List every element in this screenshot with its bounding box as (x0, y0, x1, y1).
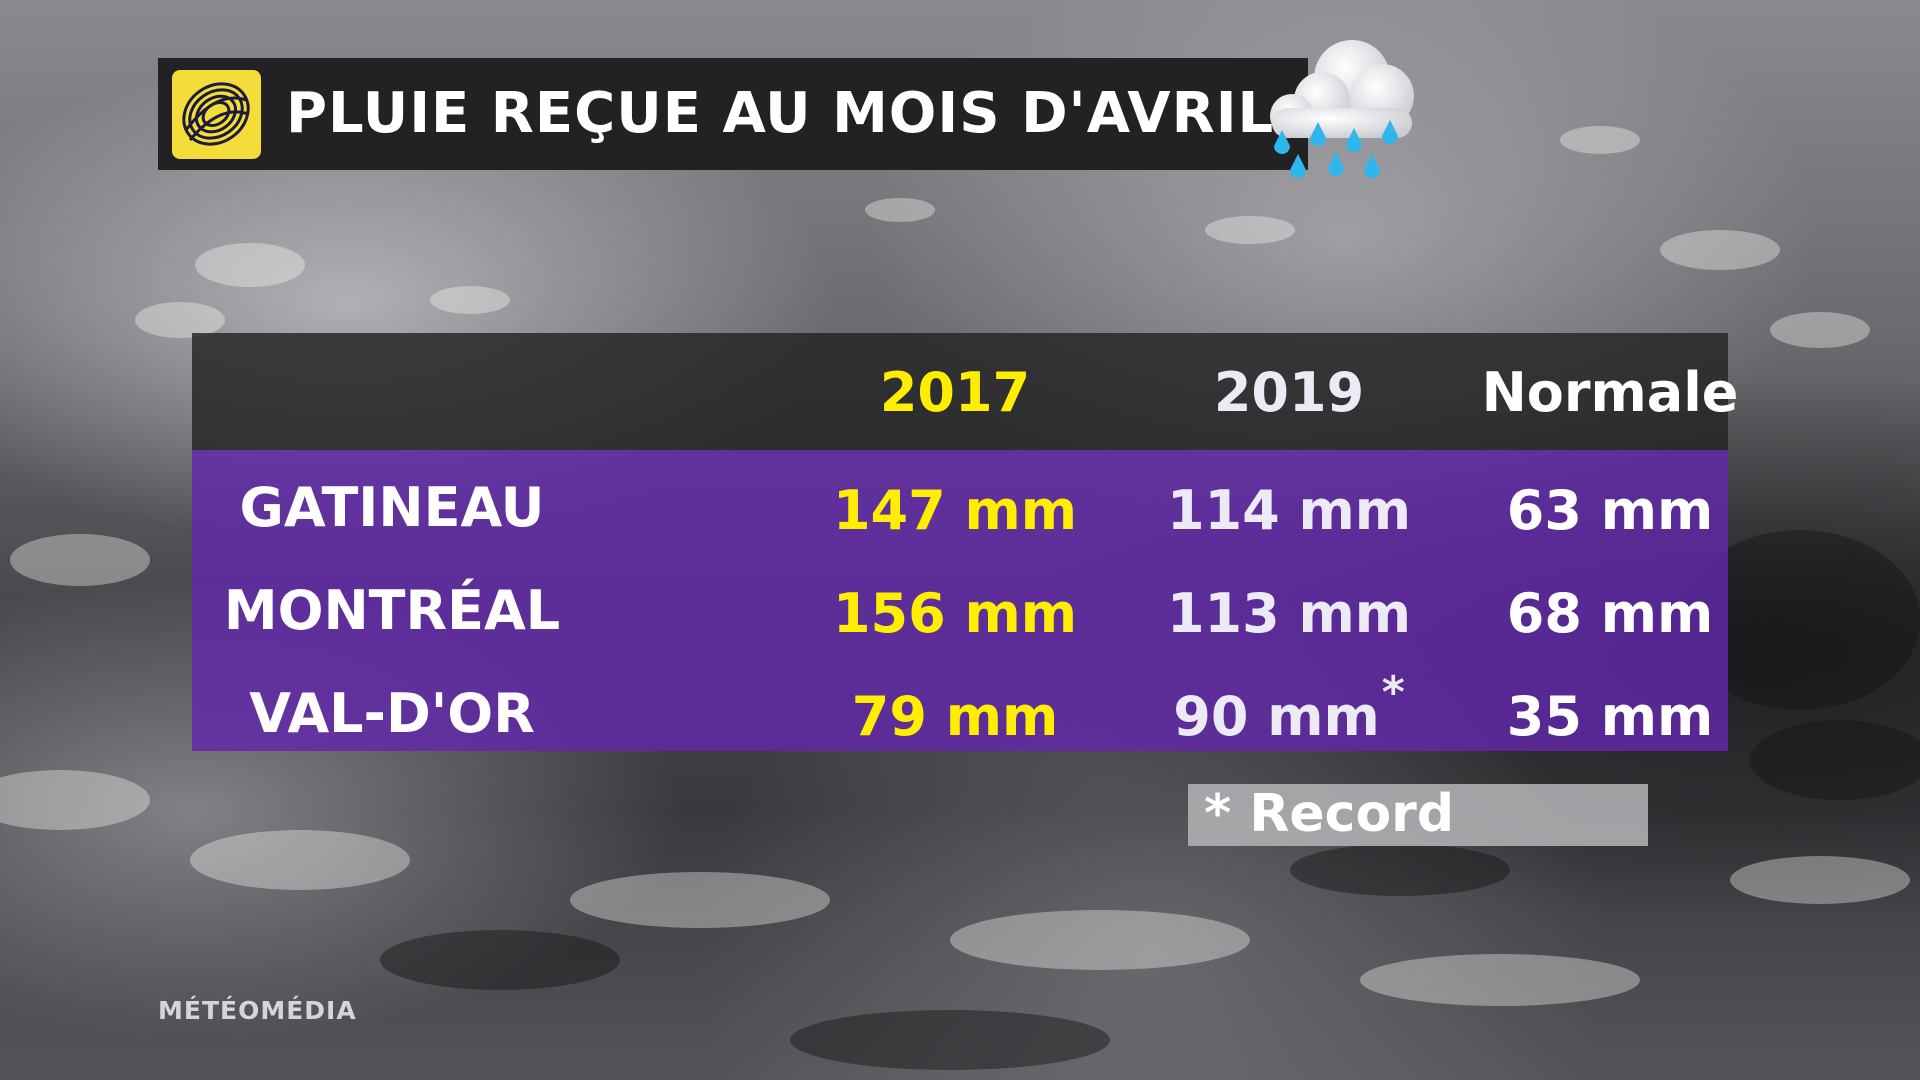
title-banner (158, 58, 1308, 170)
brand-watermark: MÉTÉOMÉDIA (158, 996, 357, 1025)
record-legend: * Record (1188, 784, 1648, 846)
legend-text: Record (1249, 784, 1455, 844)
table-cell: 68 mm (1506, 582, 1714, 645)
record-marker: * (1381, 667, 1405, 718)
table-cell: 35 mm (1506, 685, 1714, 748)
table-cell: 147 mm (832, 479, 1078, 542)
legend-label: * Record (1204, 782, 1454, 846)
page-title: PLUIE REÇUE AU MOIS D'AVRIL (286, 81, 1275, 146)
table-cell: 114 mm (1166, 479, 1412, 542)
city-label: GATINEAU (239, 476, 545, 539)
rain-cloud-icon (1270, 40, 1414, 178)
table-cell: 156 mm (832, 582, 1078, 645)
table-body (192, 450, 1728, 751)
table-cell: 113 mm (1166, 582, 1412, 645)
table-cell: 63 mm (1506, 479, 1714, 542)
column-header-2019: 2019 (1213, 361, 1365, 424)
city-label: VAL-D'OR (249, 682, 535, 745)
column-header-2017: 2017 (879, 361, 1031, 424)
table-header: 2017 2019 Normale (192, 333, 1738, 450)
table-cell-record: 90 mm* (1124, 667, 1454, 756)
city-label: MONTRÉAL (223, 579, 561, 642)
column-header-normale: Normale (1481, 361, 1739, 424)
rain-table: 2017 2019 Normale GATINEAU 147 mm 114 mm… (192, 333, 1738, 751)
cell-value: 90 mm (1173, 685, 1380, 748)
legend-marker: * (1204, 784, 1232, 844)
table-cell: 79 mm (851, 685, 1059, 748)
meteomedia-logo-icon (172, 70, 261, 159)
